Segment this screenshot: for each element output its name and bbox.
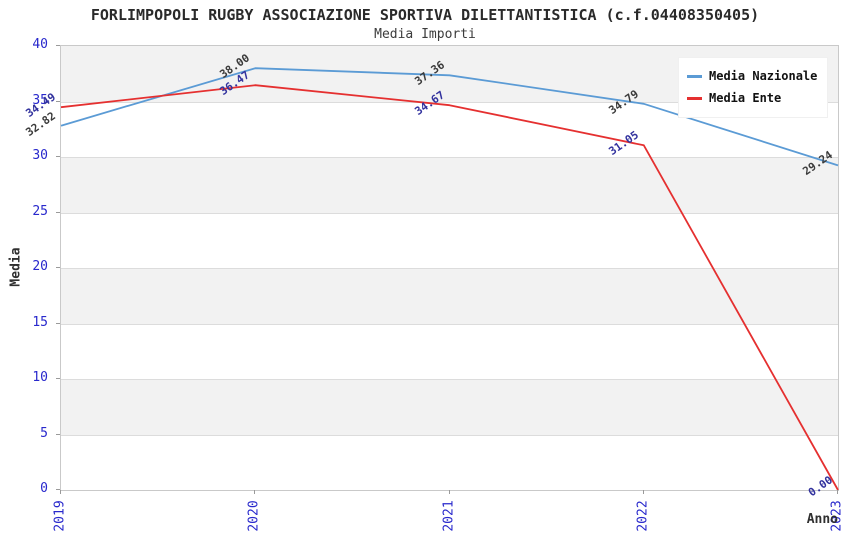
series-line-media-ente: [60, 84, 839, 491]
y-tick-label: 25: [32, 203, 48, 219]
y-tick-mark: [56, 433, 60, 435]
series-line-media-nazionale: [60, 67, 839, 167]
y-tick-label: 0: [40, 481, 48, 496]
y-tick-label: 10: [32, 370, 48, 385]
gridline: [61, 268, 838, 269]
legend-item: Media Nazionale: [687, 65, 817, 87]
legend-label: Media Nazionale: [709, 69, 818, 83]
line-series-svg: [60, 67, 839, 491]
gridline: [61, 323, 838, 325]
y-tick-label: 20: [32, 259, 48, 274]
gridline: [61, 101, 838, 103]
x-tick-mark: [837, 490, 838, 494]
x-tick-label: 2020: [246, 500, 262, 532]
y-tick-mark: [56, 322, 60, 324]
y-tick-label: 15: [32, 314, 48, 330]
y-tick-mark: [56, 211, 60, 213]
plot-band: [61, 323, 838, 379]
gridline: [61, 434, 838, 436]
gridline: [61, 157, 838, 158]
gridline: [61, 379, 838, 380]
x-tick-mark: [254, 490, 256, 494]
x-tick-mark: [642, 490, 644, 494]
chart-subtitle: Media Importi: [374, 27, 476, 42]
plot-band: [61, 268, 838, 324]
y-tick-label: 5: [40, 425, 48, 441]
x-tick-label: 2019: [52, 500, 68, 532]
y-tick-label: 40: [32, 37, 48, 52]
y-tick-mark: [56, 45, 60, 46]
y-axis-label: Media: [8, 247, 24, 287]
x-axis-label: Anno: [806, 512, 838, 527]
y-tick-mark: [56, 489, 60, 490]
y-tick-label: 30: [32, 148, 48, 163]
legend: Media Nazionale Media Ente: [678, 57, 829, 118]
y-tick-label: 35: [32, 92, 48, 108]
legend-line-swatch: [687, 74, 702, 78]
y-tick-mark: [56, 378, 60, 379]
y-tick-mark: [56, 267, 60, 268]
legend-item: Media Ente: [687, 87, 817, 109]
plot-area: [60, 45, 839, 491]
legend-line-swatch: [687, 96, 702, 100]
chart-title: FORLIMPOPOLI RUGBY ASSOCIAZIONE SPORTIVA…: [90, 6, 760, 24]
x-tick-mark: [448, 490, 450, 494]
plot-band: [61, 157, 838, 213]
y-tick-mark: [56, 156, 60, 157]
x-tick-label: 2021: [441, 500, 456, 532]
y-tick-mark: [56, 100, 60, 102]
x-tick-mark: [60, 490, 61, 494]
plot-band: [61, 434, 838, 490]
x-tick-label: 2022: [635, 500, 651, 532]
plot-band: [61, 379, 838, 435]
legend-label: Media Ente: [709, 91, 782, 105]
gridline: [61, 212, 838, 214]
